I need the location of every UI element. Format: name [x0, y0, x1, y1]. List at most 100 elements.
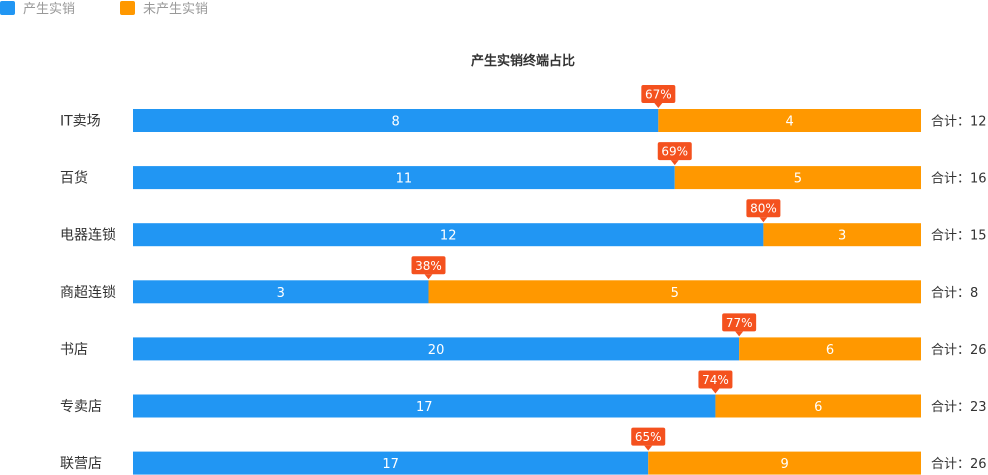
category-label: 百货 — [60, 170, 88, 187]
percent-label: 67% — [645, 88, 672, 102]
percent-badge-box — [722, 313, 757, 332]
total-label: 合计：26 — [931, 343, 987, 358]
bar-segment-unrealized[interactable] — [715, 394, 921, 418]
percent-badge: 67% — [641, 85, 676, 108]
legend-swatch — [0, 1, 15, 15]
bar-segment-unrealized[interactable] — [648, 451, 921, 475]
bar-row: 商超连锁 3 5 38% 合计：8 — [60, 256, 978, 304]
total-label: 合计：23 — [931, 400, 987, 415]
bar-row: 百货 11 5 69% 合计：16 — [60, 142, 987, 190]
total-label: 合计：12 — [931, 115, 987, 130]
percent-badge-pointer — [711, 388, 720, 394]
total-prefix: 合计： — [931, 400, 970, 415]
percent-badge-box — [657, 142, 692, 161]
bar-value-realized: 8 — [392, 115, 400, 130]
percent-label: 74% — [702, 373, 729, 387]
percent-badge-box — [631, 427, 666, 446]
total-label: 合计：26 — [931, 457, 987, 472]
bar-segment-realized[interactable] — [133, 451, 649, 475]
bar-value-realized: 17 — [416, 400, 433, 415]
legend-swatch — [120, 1, 135, 15]
total-value: 26 — [970, 457, 987, 472]
percent-badge-pointer — [654, 103, 663, 108]
percent-badge-pointer — [424, 274, 433, 280]
percent-badge: 80% — [746, 199, 781, 223]
bar-segment-unrealized[interactable] — [658, 109, 921, 132]
percent-label: 80% — [750, 202, 777, 216]
percent-label: 38% — [415, 259, 442, 273]
bar-segment-unrealized[interactable] — [674, 166, 921, 190]
bar-row: 联营店 17 9 65% 合计：26 — [60, 427, 987, 475]
total-value: 8 — [970, 286, 978, 301]
percent-badge: 77% — [722, 313, 757, 337]
total-prefix: 合计： — [931, 115, 970, 130]
legend[interactable]: 产生实销 未产生实销 — [0, 1, 208, 17]
total-value: 23 — [970, 400, 987, 415]
total-value: 26 — [970, 343, 987, 358]
percent-badge-box — [641, 85, 676, 103]
percent-badge-pointer — [759, 217, 768, 223]
bar-segment-realized[interactable] — [133, 394, 716, 418]
percent-badge: 65% — [631, 427, 666, 451]
percent-badge-box — [411, 256, 446, 275]
chart-title: 产生实销终端占比 — [471, 53, 575, 69]
bar-row: 书店 20 6 77% 合计：26 — [60, 313, 987, 361]
percent-badge-pointer — [670, 160, 679, 166]
total-value: 16 — [970, 172, 987, 187]
percent-badge: 69% — [657, 142, 692, 166]
percent-badge-box — [746, 199, 781, 218]
total-prefix: 合计： — [931, 286, 970, 301]
bar-segment-unrealized[interactable] — [763, 223, 921, 247]
category-label: 商超连锁 — [60, 285, 116, 301]
percent-badge: 38% — [411, 256, 446, 280]
bar-value-unrealized: 4 — [786, 115, 794, 130]
legend-item[interactable]: 未产生实销 — [120, 1, 208, 17]
total-label: 合计：16 — [931, 172, 987, 187]
category-label: 联营店 — [60, 456, 102, 472]
category-label: 书店 — [60, 342, 88, 358]
bar-value-unrealized: 3 — [838, 229, 846, 244]
category-label: IT卖场 — [60, 114, 101, 130]
bar-segment-realized[interactable] — [133, 337, 740, 361]
bar-value-unrealized: 6 — [826, 343, 834, 358]
total-prefix: 合计： — [931, 229, 970, 244]
percent-badge: 74% — [698, 370, 733, 394]
legend-label: 未产生实销 — [143, 2, 208, 17]
bar-value-unrealized: 9 — [780, 457, 788, 472]
category-label: 电器连锁 — [60, 228, 116, 244]
total-label: 合计：8 — [931, 286, 978, 301]
bar-segment-unrealized[interactable] — [428, 280, 922, 304]
percent-label: 69% — [661, 145, 688, 159]
percent-badge-pointer — [735, 331, 744, 337]
total-prefix: 合计： — [931, 457, 970, 472]
total-label: 合计：15 — [931, 229, 987, 244]
bar-value-realized: 20 — [428, 343, 445, 358]
bar-value-realized: 3 — [277, 286, 285, 301]
total-value: 12 — [970, 115, 987, 130]
bar-segment-realized[interactable] — [133, 280, 429, 304]
bar-value-realized: 12 — [440, 229, 457, 244]
bar-row: 专卖店 17 6 74% 合计：23 — [60, 370, 987, 418]
bar-segment-unrealized[interactable] — [739, 337, 921, 361]
category-label: 专卖店 — [60, 399, 102, 415]
bar-segment-realized[interactable] — [133, 166, 675, 190]
percent-label: 77% — [726, 316, 753, 330]
bar-value-unrealized: 5 — [794, 172, 802, 187]
legend-label: 产生实销 — [23, 2, 75, 17]
bar-row: IT卖场 8 4 67% 合计：12 — [60, 85, 987, 132]
percent-badge-box — [698, 370, 733, 389]
bar-value-realized: 17 — [382, 457, 399, 472]
bar-segment-realized[interactable] — [133, 109, 659, 132]
total-value: 15 — [970, 229, 987, 244]
bar-value-unrealized: 5 — [671, 286, 679, 301]
legend-item[interactable]: 产生实销 — [0, 1, 75, 17]
total-prefix: 合计： — [931, 172, 970, 187]
percent-badge-pointer — [644, 445, 653, 451]
bar-value-unrealized: 6 — [814, 400, 822, 415]
bar-row: 电器连锁 12 3 80% 合计：15 — [60, 199, 987, 247]
total-prefix: 合计： — [931, 343, 970, 358]
bar-segment-realized[interactable] — [133, 223, 764, 247]
